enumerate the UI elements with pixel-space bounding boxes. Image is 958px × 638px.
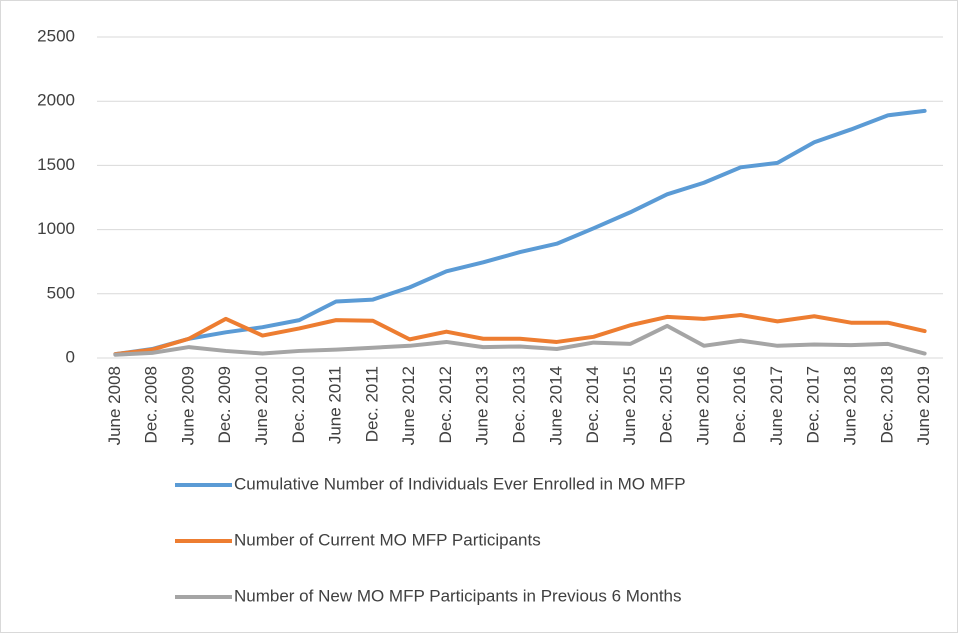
y-tick-label: 500 (47, 283, 75, 302)
x-tick-label: June 2013 (473, 366, 492, 445)
y-tick-label: 1000 (37, 219, 75, 238)
x-tick-label: Dec. 2014 (583, 366, 602, 444)
x-tick-label: Dec. 2017 (804, 366, 823, 444)
legend-label: Number of New MO MFP Participants in Pre… (234, 586, 682, 605)
y-tick-label: 1500 (37, 155, 75, 174)
x-tick-label: June 2012 (399, 366, 418, 445)
x-tick-label: June 2017 (767, 366, 786, 445)
x-tick-label: June 2009 (178, 366, 197, 445)
x-tick-label: June 2008 (105, 366, 124, 445)
x-tick-label: Dec. 2012 (436, 366, 455, 444)
x-tick-label: Dec. 2011 (362, 366, 381, 442)
y-tick-label: 2500 (37, 26, 75, 45)
x-tick-label: June 2015 (620, 366, 639, 445)
x-tick-label: Dec. 2008 (142, 366, 161, 444)
y-tick-label: 2000 (37, 91, 75, 110)
x-tick-label: Dec. 2013 (509, 366, 528, 444)
series-line (113, 312, 927, 357)
legend-label: Cumulative Number of Individuals Ever En… (234, 474, 686, 493)
x-tick-label: Dec. 2018 (877, 366, 896, 444)
x-tick-label: June 2016 (693, 366, 712, 445)
x-tick-label: Dec. 2010 (289, 366, 308, 444)
x-tick-label: June 2011 (326, 366, 345, 444)
x-tick-label: Dec. 2009 (215, 366, 234, 444)
x-tick-label: June 2014 (546, 366, 565, 445)
legend-label: Number of Current MO MFP Participants (234, 530, 541, 549)
x-tick-label: Dec. 2015 (657, 366, 676, 444)
x-tick-label: June 2010 (252, 366, 271, 445)
y-tick-label: 0 (66, 347, 75, 366)
series-line (113, 323, 927, 357)
x-tick-label: Dec. 2016 (730, 366, 749, 444)
x-tick-label: June 2019 (914, 366, 933, 445)
x-tick-label: June 2018 (841, 366, 860, 445)
